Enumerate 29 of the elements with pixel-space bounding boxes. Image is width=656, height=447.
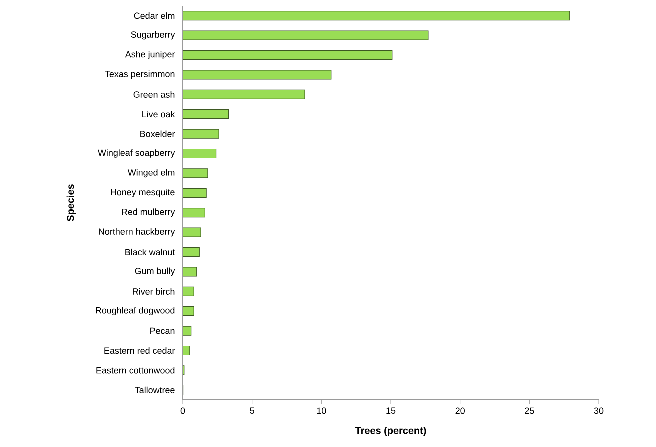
y-tick-label: Roughleaf dogwood	[96, 307, 175, 316]
x-tick-label: 15	[386, 408, 396, 414]
y-tick-label: Black walnut	[126, 248, 176, 256]
x-tick-label: 20	[456, 408, 465, 414]
y-tick-label: Cedar elm	[134, 12, 175, 20]
y-axis-title: Species	[66, 184, 76, 222]
y-tick-label: Eastern cottonwood	[96, 367, 175, 374]
y-tick-label: Gum bully	[135, 268, 176, 276]
x-tick-label: 10	[317, 408, 326, 414]
y-tick-label: Green ash	[134, 91, 175, 98]
y-tick-label: Eastern red cedar	[104, 347, 176, 354]
y-tick-label: Northern hackberry	[99, 228, 176, 237]
y-tick-label: Texas persimmon	[105, 70, 175, 80]
x-tick-label: 0	[180, 408, 186, 414]
y-tick-label: Pecan	[150, 328, 175, 334]
y-tick-label: Boxelder	[140, 130, 176, 138]
y-tick-label: Red mulberry	[122, 208, 176, 218]
y-tick-label: Live oak	[142, 111, 176, 118]
y-tick-label: Tallowtree	[135, 386, 175, 394]
y-tick-label: Wingleaf soapberry	[98, 150, 176, 158]
y-tick-label: River birch	[133, 288, 175, 295]
y-tick-label: Winged elm	[128, 169, 175, 178]
y-tick-label: Ashe juniper	[125, 51, 176, 60]
x-tick-label: 5	[250, 408, 254, 414]
x-tick-label: 30	[594, 408, 604, 414]
y-tick-label: Sugarberry	[131, 31, 176, 40]
x-tick-label: 25	[525, 408, 534, 414]
y-tick-label: Honey mesquite	[111, 188, 175, 198]
x-axis-title: Trees (percent)	[355, 426, 426, 436]
